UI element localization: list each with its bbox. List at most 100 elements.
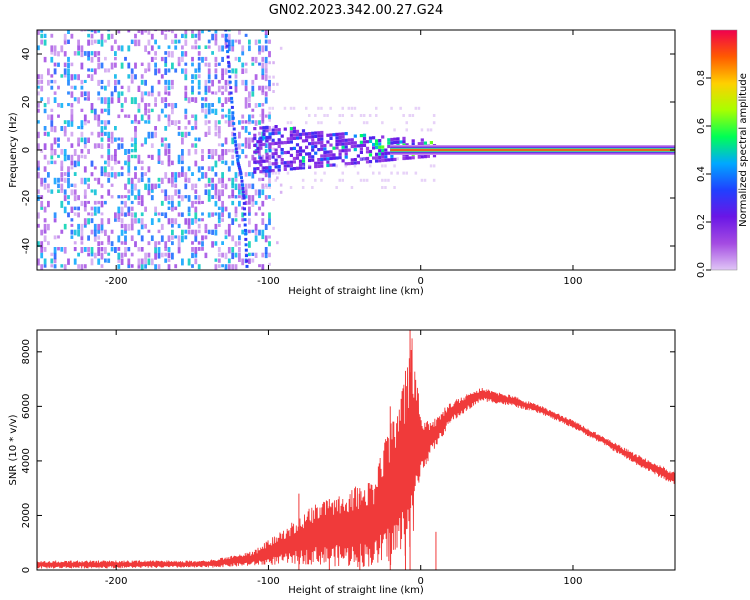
heatmap-cell	[177, 160, 181, 165]
heatmap-cell	[248, 131, 251, 135]
heatmap-cell	[53, 51, 57, 56]
heatmap-cell	[344, 148, 348, 152]
heatmap-cell	[378, 142, 382, 146]
heatmap-cell	[244, 103, 248, 109]
heatmap-cell	[167, 143, 171, 149]
heatmap-cell	[341, 145, 345, 149]
heatmap-cell	[50, 160, 54, 165]
heatmap-cell	[124, 149, 127, 155]
heatmap-cell	[301, 132, 306, 136]
heatmap-cell	[341, 114, 344, 117]
heatmap-cell	[187, 195, 191, 202]
heatmap-cell	[177, 212, 181, 217]
heatmap-cell	[70, 154, 74, 161]
heatmap-cell	[134, 154, 137, 159]
heatmap-cell	[241, 206, 245, 210]
heatmap-cell	[268, 177, 271, 184]
heatmap-cell	[127, 247, 131, 252]
heatmap-cell	[432, 164, 436, 168]
heatmap-cell	[77, 51, 80, 56]
heatmap-cell	[100, 229, 104, 234]
heatmap-cell	[164, 247, 168, 251]
heatmap-cell	[150, 154, 154, 160]
heatmap-cell	[63, 247, 67, 254]
heatmap-cell	[248, 45, 251, 52]
heatmap-cell	[264, 223, 268, 230]
heatmap-cell	[137, 120, 141, 125]
heatmap-cell	[90, 252, 94, 257]
heatmap-cell	[221, 143, 224, 147]
heatmap-cell	[174, 172, 178, 179]
figure-title: GN02.2023.342.00.27.G24	[269, 3, 444, 18]
heatmap-cell	[265, 129, 269, 133]
heatmap-cell	[63, 264, 67, 270]
heatmap-cell	[137, 264, 141, 269]
heatmap-cell	[154, 97, 157, 103]
heatmap-cell	[67, 56, 70, 62]
heatmap-cell	[87, 247, 90, 252]
heatmap-cell	[317, 164, 321, 168]
heatmap-cell	[314, 151, 318, 155]
heatmap-cell	[405, 171, 408, 175]
heatmap-cell	[268, 142, 272, 146]
heatmap-cell	[63, 39, 67, 45]
heatmap-cell	[353, 106, 357, 110]
heatmap-cell	[167, 114, 171, 122]
heatmap-cell	[127, 206, 131, 213]
heatmap-cell	[63, 74, 67, 78]
heatmap-cell	[171, 200, 174, 208]
heatmap-cell	[177, 241, 181, 248]
heatmap-cell	[67, 154, 70, 161]
heatmap-cell	[317, 148, 321, 152]
heatmap-cell	[211, 108, 214, 114]
heatmap-cell	[100, 97, 104, 104]
heatmap-cell	[214, 241, 218, 246]
heatmap-cell	[344, 155, 348, 159]
heatmap-cell	[37, 160, 40, 168]
heatmap-cell	[217, 252, 221, 257]
heatmap-cell	[90, 160, 94, 167]
heatmap-cell	[73, 195, 77, 202]
heatmap-cell	[177, 62, 181, 67]
heatmap-cell	[201, 212, 204, 216]
heatmap-cell	[289, 186, 293, 189]
heatmap-cell	[73, 160, 77, 168]
heatmap-cell	[197, 74, 201, 79]
heatmap-cell	[231, 252, 235, 260]
heatmap-cell	[295, 143, 300, 147]
heatmap-cell	[224, 33, 228, 41]
heatmap-cell	[268, 162, 271, 165]
heatmap-cell	[221, 149, 224, 156]
heatmap-cell	[214, 33, 218, 41]
heatmap-cell	[60, 200, 64, 208]
heatmap-cell	[100, 172, 104, 177]
heatmap-cell	[144, 172, 147, 176]
heatmap-cell	[390, 106, 393, 110]
heatmap-cell	[127, 264, 131, 269]
heatmap-cell	[40, 206, 44, 210]
heatmap-cell	[70, 235, 74, 239]
heatmap-cell	[353, 148, 357, 152]
heatmap-cell	[234, 85, 238, 93]
heatmap-cell	[171, 229, 174, 236]
heatmap-cell	[402, 136, 406, 140]
heatmap-cell	[323, 154, 327, 158]
heatmap-cell	[420, 141, 424, 145]
heatmap-cell	[253, 170, 257, 174]
heatmap-cell	[47, 189, 50, 193]
heatmap-cell	[60, 229, 64, 234]
heatmap-cell	[292, 133, 296, 137]
heatmap-cell	[244, 79, 248, 86]
heatmap-cell	[83, 195, 87, 199]
heatmap-cell	[187, 131, 191, 136]
heatmap-cell	[87, 177, 90, 182]
heatmap-cell	[362, 114, 366, 117]
heatmap-cell	[130, 252, 134, 257]
heatmap-cell	[160, 30, 164, 35]
heatmap-cell	[429, 164, 433, 168]
heatmap-cell	[117, 218, 121, 222]
heatmap-cell	[107, 97, 111, 104]
heatmap-cell	[83, 264, 87, 269]
heatmap-cell	[157, 154, 161, 162]
heatmap-cell	[426, 154, 430, 158]
